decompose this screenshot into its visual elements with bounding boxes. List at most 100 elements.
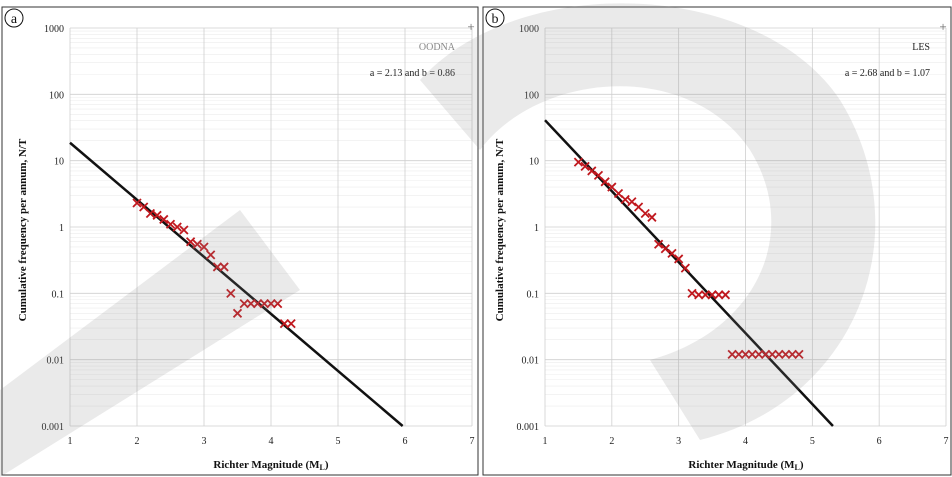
data-point [226, 288, 236, 298]
data-point [273, 298, 283, 309]
y-axis-label: Cumulative frequency per annum, N/T [17, 138, 29, 321]
y-tick-label: 1000 [44, 24, 64, 35]
panel-frame [1, 6, 479, 476]
x-tick-label: 7 [944, 436, 949, 447]
data-point [767, 349, 777, 360]
data-point [734, 349, 744, 360]
data-point [573, 157, 584, 167]
y-tick-label: 0.1 [527, 289, 540, 300]
data-point [694, 290, 704, 300]
panel-label: a [11, 12, 18, 27]
panel-frame [482, 6, 952, 476]
watermark-stroke-right [420, 3, 876, 441]
gridlines [544, 27, 947, 427]
data-point [252, 298, 263, 309]
data-points [132, 198, 296, 329]
data-point [259, 298, 269, 309]
fit-line [69, 141, 404, 427]
x-axis-label: Richter Magnitude (ML) [688, 459, 803, 472]
data-point [206, 250, 216, 260]
site-label: LES [912, 42, 930, 53]
data-point [747, 349, 757, 360]
panel-label-circle [485, 8, 505, 28]
y-axis-label: Cumulative frequency per annum, N/T [494, 138, 506, 321]
data-point [754, 349, 764, 360]
x-tick-label: 6 [403, 436, 408, 447]
x-tick-label: 3 [676, 436, 681, 447]
data-point [266, 298, 276, 309]
y-tick-label: 1000 [519, 24, 539, 35]
y-tick-label: 1 [59, 223, 64, 234]
data-point [152, 210, 162, 220]
equation-label: a = 2.68 and b = 1.07 [845, 68, 930, 79]
gridlines [69, 27, 473, 427]
data-point [714, 290, 724, 300]
panel-label: b [492, 12, 499, 27]
data-point [232, 308, 243, 318]
plus-icon: + [467, 19, 474, 34]
data-point [600, 177, 610, 187]
data-point [185, 237, 196, 247]
data-point [580, 161, 590, 172]
data-point [647, 212, 657, 222]
x-axis-label: Richter Magnitude (ML) [213, 459, 328, 472]
data-point [627, 197, 637, 207]
data-point [700, 290, 711, 300]
data-point [212, 262, 223, 272]
plus-icon: + [939, 19, 946, 34]
y-tick-label: 1 [534, 223, 539, 234]
data-point [172, 222, 182, 232]
tick-labels: 1 2 3 4 5 6 7 0.001 0.01 0.1 1 10 100 1000 [42, 24, 475, 447]
data-point [653, 239, 664, 249]
data-point [660, 244, 670, 254]
data-point [720, 290, 731, 300]
data-point [587, 166, 597, 176]
data-point [246, 298, 256, 309]
data-point [159, 214, 169, 225]
data-point [794, 349, 804, 360]
data-point [740, 349, 751, 360]
y-tick-label: 100 [524, 90, 539, 101]
x-tick-label: 2 [609, 436, 614, 447]
data-points [573, 157, 804, 360]
data-point [145, 208, 156, 219]
data-point [286, 318, 296, 329]
y-tick-label: 10 [54, 157, 64, 168]
y-tick-label: 0.1 [52, 289, 65, 300]
data-point [640, 208, 650, 219]
watermark [0, 3, 876, 477]
panel-label-circle [4, 8, 24, 28]
data-point [780, 349, 791, 360]
data-point [279, 318, 290, 329]
data-point [239, 298, 249, 309]
y-tick-label: 100 [49, 90, 64, 101]
x-tick-label: 5 [336, 436, 341, 447]
chart-panel-les: 1 2 3 4 5 6 7 0.001 0.01 0.1 1 10 100 1000 b + LES a … [482, 6, 952, 476]
x-tick-label: 6 [877, 436, 882, 447]
x-tick-label: 5 [810, 436, 815, 447]
tick-labels: 1 2 3 4 5 6 7 0.001 0.01 0.1 1 10 100 1000 [517, 24, 949, 447]
x-tick-label: 2 [135, 436, 140, 447]
y-tick-label: 0.01 [522, 356, 540, 367]
data-point [774, 349, 784, 360]
x-tick-label: 1 [68, 436, 73, 447]
data-point [787, 349, 797, 360]
data-point [620, 194, 630, 205]
site-label: OODNA [419, 42, 456, 53]
data-point [674, 254, 684, 264]
data-point [165, 219, 176, 229]
y-tick-label: 0.001 [517, 422, 540, 433]
y-tick-label: 0.01 [47, 356, 65, 367]
data-point [219, 262, 229, 272]
x-tick-label: 4 [743, 436, 748, 447]
data-point [727, 349, 737, 360]
data-point [760, 349, 771, 360]
data-point [192, 239, 202, 249]
data-point [680, 263, 690, 273]
data-point [199, 242, 209, 252]
y-tick-label: 10 [529, 157, 539, 168]
x-tick-label: 4 [269, 436, 274, 447]
y-tick-label: 0.001 [42, 422, 65, 433]
